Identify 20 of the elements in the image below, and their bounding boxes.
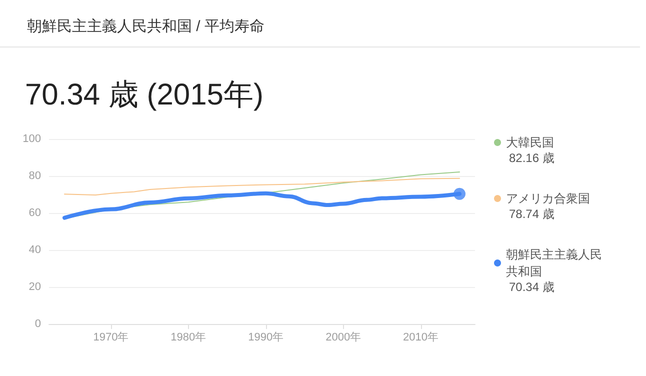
y-tick-label: 100 <box>22 133 41 145</box>
text: 82.16 歳 <box>509 151 554 165</box>
y-tick-label: 80 <box>28 170 41 182</box>
chart-title: 70.34 歳 (2015年) <box>25 78 264 112</box>
text: 70.34 歳 <box>509 280 554 294</box>
chart-subtitle: 朝鮮民主主義人民共和国 / 平均寿命 <box>27 18 265 35</box>
y-tick-label: 0 <box>34 318 41 330</box>
line-series <box>64 178 460 196</box>
legend-label: 朝鮮民主主義人民共和国 <box>506 248 602 278</box>
x-tick-label: 1980年 <box>170 332 206 344</box>
x-tick-label: 1970年 <box>93 332 129 344</box>
x-tick-label: 1990年 <box>248 332 284 344</box>
y-tick-label: 60 <box>28 207 41 219</box>
y-tick-label: 20 <box>28 281 41 293</box>
x-tick-label: 2010年 <box>403 332 439 344</box>
x-tick-label: 2000年 <box>326 332 362 344</box>
text: 78.74 歳 <box>509 207 554 221</box>
legend-label: アメリカ合衆国 <box>506 192 590 206</box>
legend-label: 大韓民国 <box>506 136 554 150</box>
y-tick-label: 40 <box>28 244 41 256</box>
